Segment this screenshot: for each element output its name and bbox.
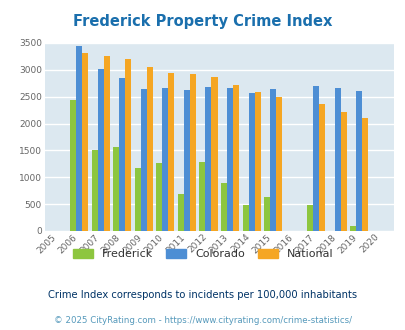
- Bar: [361, 118, 367, 231]
- Bar: [226, 88, 232, 231]
- Bar: [275, 97, 281, 231]
- Text: Crime Index corresponds to incidents per 100,000 inhabitants: Crime Index corresponds to incidents per…: [48, 290, 357, 300]
- Bar: [125, 59, 131, 231]
- Bar: [263, 197, 269, 231]
- Bar: [92, 150, 98, 231]
- Bar: [350, 226, 356, 231]
- Bar: [205, 87, 211, 231]
- Bar: [168, 73, 174, 231]
- Bar: [340, 112, 346, 231]
- Bar: [242, 206, 248, 231]
- Bar: [356, 91, 361, 231]
- Bar: [103, 56, 109, 231]
- Bar: [254, 92, 260, 231]
- Bar: [211, 77, 217, 231]
- Bar: [82, 52, 88, 231]
- Bar: [190, 74, 196, 231]
- Bar: [232, 85, 239, 231]
- Bar: [312, 86, 318, 231]
- Bar: [183, 90, 190, 231]
- Bar: [141, 88, 147, 231]
- Bar: [70, 100, 76, 231]
- Bar: [318, 104, 324, 231]
- Bar: [307, 206, 312, 231]
- Bar: [162, 87, 168, 231]
- Bar: [147, 67, 152, 231]
- Bar: [334, 87, 340, 231]
- Bar: [248, 93, 254, 231]
- Bar: [220, 183, 226, 231]
- Legend: Frederick, Colorado, National: Frederick, Colorado, National: [68, 244, 337, 263]
- Bar: [269, 89, 275, 231]
- Bar: [134, 168, 141, 231]
- Bar: [119, 78, 125, 231]
- Bar: [199, 162, 205, 231]
- Text: © 2025 CityRating.com - https://www.cityrating.com/crime-statistics/: © 2025 CityRating.com - https://www.city…: [54, 316, 351, 325]
- Bar: [113, 147, 119, 231]
- Bar: [156, 163, 162, 231]
- Bar: [76, 46, 82, 231]
- Bar: [98, 69, 103, 231]
- Bar: [177, 194, 183, 231]
- Text: Frederick Property Crime Index: Frederick Property Crime Index: [73, 14, 332, 29]
